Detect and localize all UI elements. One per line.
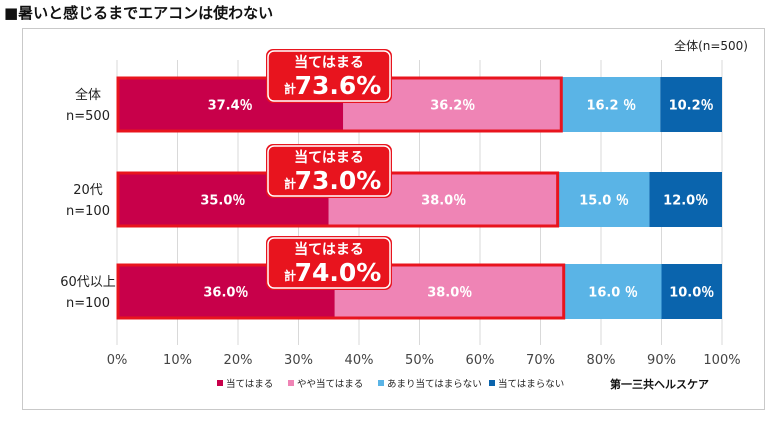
x-tick-label: 30% (284, 353, 313, 368)
category-n-label: n=100 (66, 204, 110, 219)
bar-segment (558, 172, 650, 227)
category-label: 20代 (73, 183, 103, 198)
legend-swatch (378, 380, 384, 386)
x-tick-label: 90% (647, 353, 676, 368)
x-tick-label: 40% (345, 353, 374, 368)
callout-box (266, 49, 392, 103)
data-label: 10.2％ (669, 99, 714, 114)
bar-segment (661, 264, 722, 319)
data-label: 35.0％ (200, 194, 245, 209)
bar-segment (564, 264, 662, 319)
legend-label: あまり当てはまらない (387, 378, 482, 390)
category-n-label: n=100 (66, 296, 110, 311)
legend-swatch (217, 380, 223, 386)
legend-swatch (489, 380, 495, 386)
x-tick-label: 50% (405, 353, 434, 368)
x-tick-label: 80% (587, 353, 616, 368)
callout-prefix: 計 (284, 268, 296, 283)
data-label: 38.0％ (421, 194, 466, 209)
x-tick-label: 20% (224, 353, 253, 368)
page-title: ■暑いと感じるまでエアコンは使わない (4, 4, 274, 22)
legend-label: 当てはまる (226, 378, 273, 390)
sample-size-note: 全体(n=500) (674, 39, 748, 53)
x-tick-label: 10% (163, 353, 192, 368)
x-tick-label: 0% (107, 353, 128, 368)
callout-value: 73.0% (295, 166, 382, 195)
callout-heading: 当てはまる (294, 241, 364, 258)
data-label: 16.2 ％ (586, 99, 636, 114)
callout-value: 73.6% (295, 71, 382, 100)
data-label: 38.0％ (427, 286, 472, 301)
bar-segment (660, 77, 722, 132)
legend-label: やや当てはまる (297, 378, 363, 390)
bar-segment (562, 77, 661, 132)
callout-border (267, 237, 391, 289)
callout-box (266, 144, 392, 198)
data-label: 12.0％ (663, 194, 708, 209)
callout-box (266, 236, 392, 290)
legend-swatch (288, 380, 294, 386)
data-label: 16.0 ％ (588, 286, 638, 301)
data-label: 36.2％ (430, 99, 475, 114)
x-tick-label: 70% (526, 353, 555, 368)
callout-border (267, 50, 391, 102)
x-tick-label: 100% (703, 353, 740, 368)
data-label: 10.0％ (669, 286, 714, 301)
category-label: 全体 (75, 87, 101, 103)
legend-label: 当てはまらない (498, 378, 564, 390)
brand-credit: 第一三共ヘルスケア (610, 378, 709, 391)
callout-heading: 当てはまる (294, 54, 364, 71)
x-tick-label: 60% (466, 353, 495, 368)
callout-prefix: 計 (284, 81, 296, 96)
callout-heading: 当てはまる (294, 149, 364, 166)
data-label: 37.4％ (208, 99, 253, 114)
callout-prefix: 計 (284, 176, 296, 191)
callout-value: 74.0% (295, 258, 382, 287)
category-label: 60代以上 (60, 275, 116, 290)
bar-segment (649, 172, 722, 227)
data-label: 15.0 ％ (579, 194, 629, 209)
callout-border (267, 145, 391, 197)
category-n-label: n=500 (66, 109, 110, 124)
data-label: 36.0％ (203, 286, 248, 301)
